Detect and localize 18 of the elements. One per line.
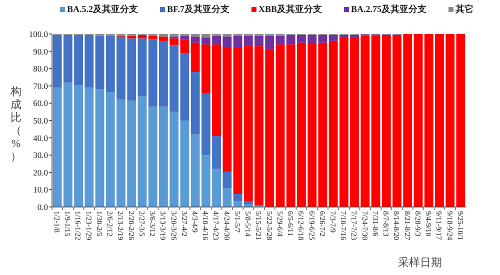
y-tick-label: 90.0 — [33, 46, 48, 56]
y-tick-label: 20.0 — [33, 167, 48, 178]
legend-label: BA.2.75及其亚分支 — [350, 4, 426, 14]
x-axis-title: 采样日期 — [398, 256, 442, 269]
legend-label: XBB及其亚分支 — [258, 4, 322, 14]
y-tick-label: 60.0 — [33, 98, 48, 108]
legend-label: BF.7及其亚分支 — [167, 4, 230, 14]
y-tick-label: 100.0 — [28, 29, 48, 39]
legend-label: 其它 — [454, 4, 474, 14]
y-tick-label: 70.0 — [33, 80, 48, 91]
y-tick-label: 40.0 — [33, 132, 48, 143]
y-tick-label: 10.0 — [33, 184, 48, 195]
y-tick-label: 0.0 — [37, 202, 48, 212]
legend-label: BA.5.2及其亚分支 — [67, 4, 138, 14]
y-tick-label: 50.0 — [33, 116, 48, 126]
y-axis-title: 构成比（%） — [10, 86, 22, 163]
y-tick-label: 30.0 — [33, 150, 48, 160]
y-tick-label: 80.0 — [33, 64, 48, 74]
